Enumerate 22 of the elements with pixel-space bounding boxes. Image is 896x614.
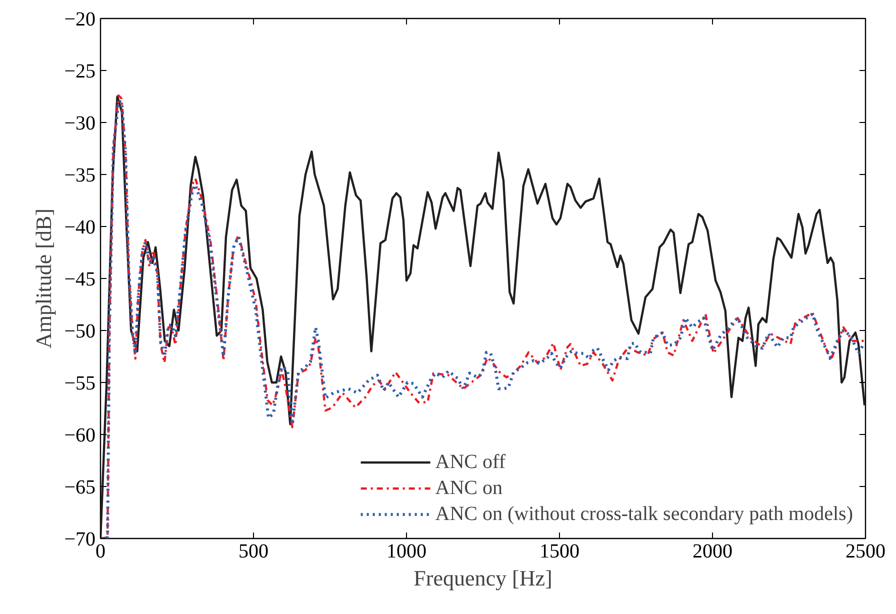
y-tick-label: −25 bbox=[64, 60, 96, 82]
y-tick-label: −55 bbox=[64, 372, 96, 394]
y-tick-label: −20 bbox=[64, 8, 96, 30]
x-tick-label: 500 bbox=[238, 540, 268, 562]
y-tick-label: −35 bbox=[64, 164, 96, 186]
legend-label: ANC on (without cross-talk secondary path models) bbox=[435, 502, 853, 526]
x-tick-label: 2500 bbox=[846, 540, 886, 562]
y-tick-label: −30 bbox=[64, 112, 96, 134]
y-tick-label: −45 bbox=[64, 268, 96, 290]
y-tick-label: −50 bbox=[64, 320, 96, 342]
y-tick-label: −60 bbox=[64, 424, 96, 446]
legend-label: ANC off bbox=[435, 450, 506, 474]
x-tick-label: 2000 bbox=[692, 540, 732, 562]
legend-label: ANC on bbox=[435, 476, 503, 500]
x-axis-title: Frequency [Hz] bbox=[414, 566, 552, 590]
x-tick-label: 1000 bbox=[386, 540, 426, 562]
x-tick-label: 1500 bbox=[540, 540, 580, 562]
y-tick-label: −40 bbox=[64, 216, 96, 238]
y-tick-label: −65 bbox=[64, 476, 96, 498]
x-tick-label: 0 bbox=[96, 540, 106, 562]
y-tick-label: −70 bbox=[64, 528, 96, 550]
y-axis-title: Amplitude [dB] bbox=[31, 208, 56, 348]
